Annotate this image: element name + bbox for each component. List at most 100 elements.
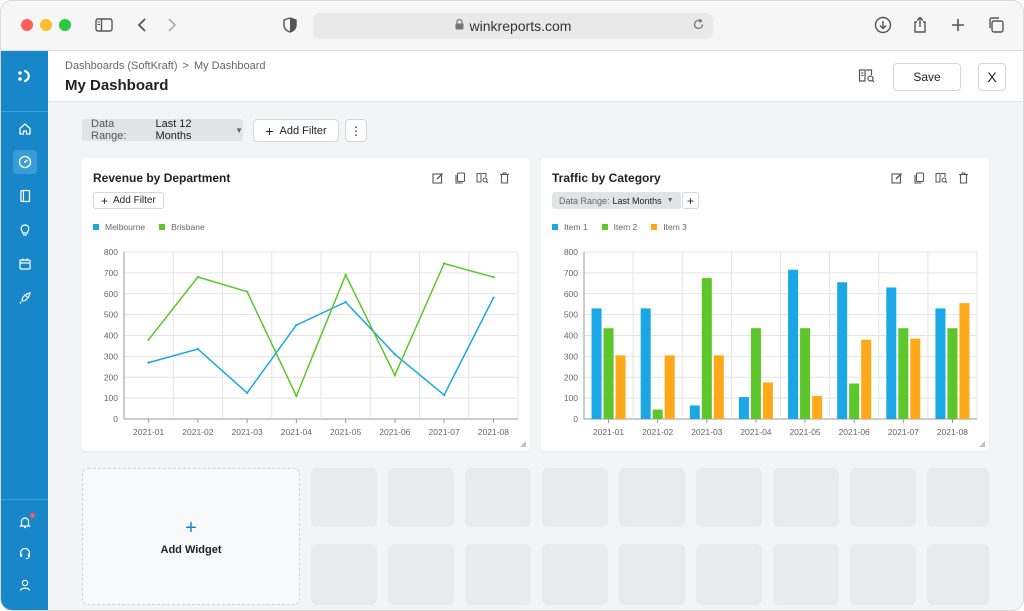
data-point bbox=[393, 373, 397, 377]
bar bbox=[640, 308, 651, 419]
legend-entry[interactable]: Item 3 bbox=[651, 222, 687, 232]
x-tick-label: 2021-05 bbox=[789, 427, 820, 437]
widget-traffic-by-category: Traffic by Category Data Range: Last Mon… bbox=[541, 158, 989, 451]
x-tick-label: 2021-03 bbox=[232, 427, 263, 437]
widget-date-range-filter[interactable]: Data Range: Last Months ▼ bbox=[552, 192, 681, 209]
bar bbox=[750, 328, 761, 419]
back-icon[interactable] bbox=[131, 14, 153, 36]
bar bbox=[812, 396, 823, 419]
close-button[interactable]: X bbox=[978, 63, 1006, 91]
y-tick-label: 800 bbox=[564, 247, 578, 257]
legend-swatch bbox=[93, 224, 99, 230]
legend-label: Item 1 bbox=[564, 222, 588, 232]
y-tick-label: 700 bbox=[564, 268, 578, 278]
data-point bbox=[196, 275, 200, 279]
breadcrumb-current: My Dashboard bbox=[193, 60, 266, 72]
legend-entry[interactable]: Item 2 bbox=[601, 222, 638, 232]
series-line-melbourne bbox=[148, 297, 495, 397]
reload-icon[interactable] bbox=[692, 18, 705, 34]
add-filter-label: Add Filter bbox=[279, 124, 327, 137]
trash-icon[interactable] bbox=[956, 171, 970, 185]
bar bbox=[788, 269, 799, 419]
resize-handle[interactable] bbox=[979, 441, 985, 447]
empty-widget-slot bbox=[311, 468, 377, 527]
app-sidebar bbox=[1, 51, 48, 610]
legend-swatch bbox=[159, 224, 166, 230]
bar bbox=[713, 355, 724, 419]
explore-icon[interactable] bbox=[934, 171, 948, 185]
sidebar-item-home[interactable] bbox=[13, 117, 37, 141]
widget-add-filter-button[interactable]: + Add Filter bbox=[93, 192, 164, 209]
duplicate-icon[interactable] bbox=[912, 171, 926, 185]
new-tab-icon[interactable] bbox=[947, 14, 969, 36]
save-button[interactable]: Save bbox=[893, 63, 961, 91]
forward-icon[interactable] bbox=[161, 14, 183, 36]
duplicate-icon[interactable] bbox=[453, 171, 467, 185]
sidebar-item-support[interactable] bbox=[13, 541, 37, 565]
resize-handle[interactable] bbox=[520, 441, 526, 447]
y-tick-label: 400 bbox=[104, 331, 118, 341]
close-window-button[interactable] bbox=[21, 19, 33, 31]
sidebar-toggle-icon[interactable] bbox=[93, 14, 115, 36]
sidebar-item-insights[interactable] bbox=[13, 218, 37, 242]
legend-entry[interactable]: Melbourne bbox=[93, 222, 145, 232]
more-options-button[interactable]: ⋮ bbox=[345, 119, 367, 142]
zoom-window-button[interactable] bbox=[59, 19, 71, 31]
minimize-window-button[interactable] bbox=[40, 19, 52, 31]
legend-swatch bbox=[651, 224, 658, 230]
add-widget-label: Add Widget bbox=[160, 543, 222, 556]
legend-label: Item 3 bbox=[663, 222, 687, 232]
y-tick-label: 200 bbox=[564, 372, 578, 382]
sidebar-item-integrations[interactable] bbox=[13, 286, 37, 310]
book-icon bbox=[20, 189, 31, 203]
bar bbox=[886, 287, 897, 419]
widget-title: Revenue by Department bbox=[93, 171, 231, 185]
widget-date-range-value: Last Months bbox=[612, 195, 662, 206]
tab-overview-icon[interactable] bbox=[985, 14, 1007, 36]
trash-icon[interactable] bbox=[497, 171, 511, 185]
breadcrumb-parent[interactable]: Dashboards (SoftKraft) bbox=[65, 60, 178, 72]
x-tick-label: 2021-02 bbox=[182, 427, 213, 437]
add-filter-button[interactable]: + Add Filter bbox=[253, 119, 339, 142]
legend-label: Item 2 bbox=[613, 222, 638, 232]
empty-widget-slot bbox=[388, 468, 454, 527]
bar bbox=[615, 355, 626, 419]
legend-entry[interactable]: Item 1 bbox=[552, 222, 588, 232]
y-tick-label: 500 bbox=[104, 310, 118, 320]
traffic-bar-chart: 0 100 200 300 400 500 600 700 800 2021-01 2021-02 2… bbox=[564, 247, 978, 437]
sidebar-item-profile[interactable] bbox=[13, 573, 37, 597]
legend-entry[interactable]: Brisbane bbox=[159, 222, 205, 232]
shield-icon[interactable] bbox=[279, 14, 301, 36]
user-icon bbox=[19, 579, 31, 591]
explore-icon[interactable] bbox=[475, 171, 489, 185]
empty-widget-slot bbox=[696, 468, 762, 527]
sidebar-item-calendar[interactable] bbox=[13, 252, 37, 276]
empty-widget-slot bbox=[619, 544, 685, 605]
bar bbox=[652, 409, 663, 419]
y-tick-label: 400 bbox=[564, 331, 578, 341]
download-icon[interactable] bbox=[872, 14, 894, 36]
data-point bbox=[245, 391, 249, 395]
share-icon[interactable] bbox=[909, 14, 931, 36]
bar bbox=[762, 382, 773, 419]
sidebar-item-dashboards[interactable] bbox=[13, 150, 37, 174]
edit-icon[interactable] bbox=[890, 171, 904, 185]
x-tick-label: 2021-07 bbox=[429, 427, 460, 437]
sidebar-item-reports[interactable] bbox=[13, 184, 37, 208]
date-range-filter[interactable]: Data Range: Last 12 Months ▼ bbox=[82, 118, 243, 142]
sidebar-item-notifications[interactable] bbox=[13, 510, 37, 534]
address-bar[interactable]: winkreports.com bbox=[313, 13, 713, 39]
widget-date-range-label: Data Range: bbox=[559, 195, 610, 206]
x-tick-label: 2021-08 bbox=[937, 427, 968, 437]
plus-icon: + bbox=[265, 122, 274, 139]
data-point bbox=[245, 290, 249, 293]
widget-add-filter-button[interactable]: + bbox=[682, 192, 699, 209]
sidebar-divider-bottom bbox=[1, 499, 48, 500]
add-widget-button[interactable]: + Add Widget bbox=[82, 468, 300, 605]
bar bbox=[689, 405, 700, 419]
bar bbox=[591, 308, 602, 419]
logo-icon[interactable] bbox=[14, 65, 36, 87]
empty-widget-slot bbox=[850, 468, 916, 527]
view-report-icon[interactable] bbox=[857, 66, 877, 86]
edit-icon[interactable] bbox=[431, 171, 445, 185]
